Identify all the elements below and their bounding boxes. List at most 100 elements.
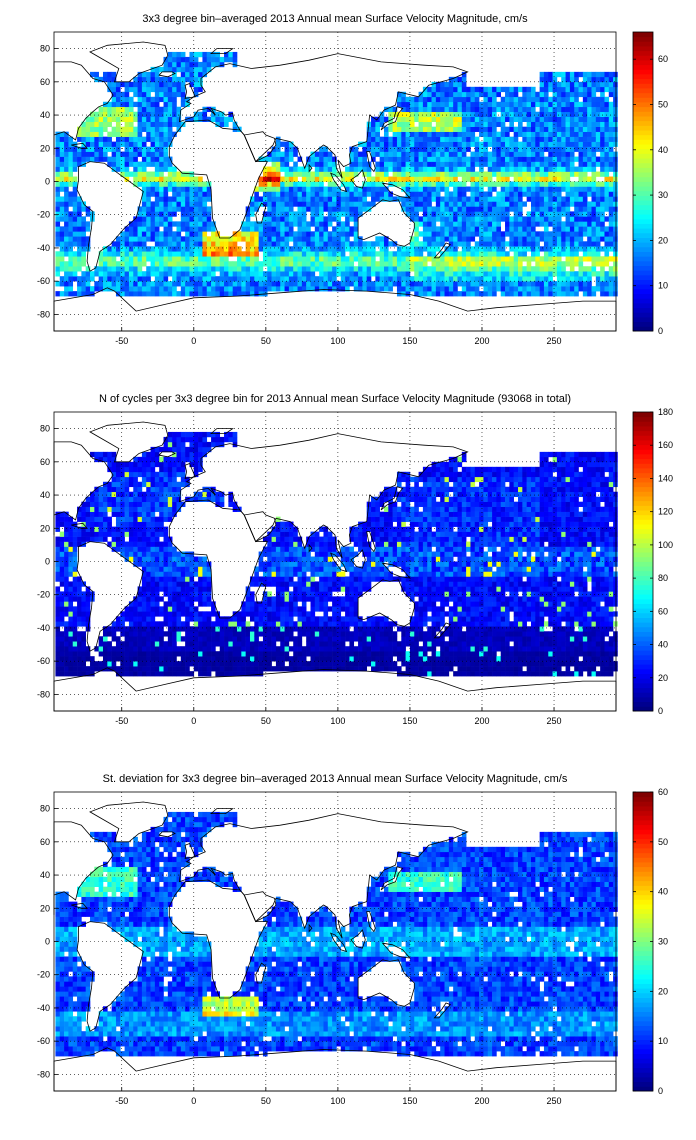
heatmap-cell (284, 146, 290, 152)
heatmap-cell (107, 161, 112, 167)
heatmap-cell (336, 196, 342, 202)
heatmap-cell (595, 216, 601, 222)
heatmap-cell (163, 151, 169, 157)
heatmap-cell (518, 271, 523, 277)
heatmap-cell (582, 166, 588, 172)
heatmap-cell (556, 106, 562, 113)
heatmap-cell (141, 596, 147, 602)
heatmap-cell (574, 156, 579, 162)
heatmap-cell (64, 176, 69, 182)
heatmap-cell (137, 481, 143, 488)
heatmap-cell (608, 276, 614, 282)
heatmap-cell (587, 191, 592, 197)
heatmap-cell (133, 516, 138, 522)
heatmap-cell (444, 86, 450, 93)
heatmap-cell (98, 156, 104, 162)
heatmap-cell (107, 111, 112, 118)
heatmap-cell (604, 276, 610, 282)
heatmap-cell (107, 501, 112, 507)
heatmap-cell (293, 221, 298, 227)
heatmap-cell (280, 156, 285, 162)
heatmap-cell (582, 156, 588, 162)
heatmap-cell (180, 176, 186, 182)
heatmap-cell (219, 61, 225, 68)
heatmap-cell (172, 291, 177, 297)
heatmap-cell (474, 211, 480, 217)
heatmap-cell (159, 81, 164, 88)
heatmap-cell (310, 271, 316, 277)
heatmap-cell (159, 281, 164, 287)
heatmap-cell (431, 116, 437, 122)
heatmap-cell (457, 221, 463, 227)
heatmap-cell (128, 141, 134, 147)
heatmap-cell (431, 246, 437, 252)
heatmap-cell (193, 206, 199, 212)
heatmap-cell (115, 101, 121, 108)
chart-panel-mean-speed: -50 0 50 100 150 200 250 -80 -60 -40 -20 0 20 40 60 80 3… (0, 0, 696, 380)
heatmap-cell (115, 91, 121, 98)
heatmap-cell (565, 146, 571, 152)
heatmap-cell (332, 216, 337, 222)
heatmap-cell (133, 241, 138, 247)
heatmap-cell (587, 231, 592, 237)
heatmap-cell (340, 201, 346, 207)
heatmap-cell (327, 251, 333, 257)
heatmap-cell (336, 281, 342, 287)
heatmap-cell (133, 546, 138, 552)
heatmap-cell (470, 256, 476, 262)
heatmap-cell (409, 241, 415, 247)
heatmap-cell (280, 226, 285, 232)
heatmap-cell (578, 161, 584, 167)
heatmap-cell (453, 191, 458, 197)
heatmap-cell (457, 181, 463, 187)
heatmap-cell (418, 131, 424, 137)
heatmap-cell (141, 126, 147, 132)
heatmap-cell (98, 636, 104, 642)
heatmap-cell (582, 121, 588, 127)
heatmap-cell (172, 281, 177, 287)
heatmap-cell (107, 281, 112, 287)
heatmap-cell (102, 156, 108, 162)
heatmap-cell (565, 196, 571, 202)
heatmap-cell (565, 136, 571, 142)
heatmap-cell (137, 226, 143, 232)
heatmap-cell (591, 221, 597, 227)
heatmap-cell (474, 136, 480, 142)
heatmap-cell (128, 506, 134, 512)
heatmap-cell (141, 526, 147, 532)
coastline-cuba (71, 142, 88, 149)
heatmap-cell (496, 136, 502, 142)
heatmap-cell (371, 201, 376, 207)
heatmap-cell (85, 156, 91, 162)
heatmap-cell (232, 56, 238, 63)
heatmap-cell (362, 141, 367, 147)
heatmap-cell (319, 186, 324, 192)
heatmap-cell (405, 286, 411, 292)
heatmap-cell (578, 106, 584, 113)
heatmap-cell (137, 466, 143, 473)
heatmap-cell (548, 271, 553, 277)
heatmap-cell (505, 126, 510, 132)
heatmap-cell (124, 231, 130, 237)
heatmap-cell (595, 71, 601, 78)
heatmap-cell (193, 186, 199, 192)
heatmap-cell (600, 236, 605, 242)
heatmap-cell (383, 261, 389, 267)
coastline-sri-lanka (308, 163, 313, 173)
heatmap-cell (98, 486, 104, 493)
heatmap-cell (59, 651, 65, 657)
heatmap-cell (176, 171, 182, 177)
heatmap-cell (107, 456, 112, 463)
heatmap-cell (595, 196, 601, 202)
heatmap-cell (64, 641, 69, 647)
heatmap-cell (435, 236, 441, 242)
heatmap-cell (409, 246, 415, 252)
heatmap-cell (487, 86, 493, 93)
heatmap-cell (453, 226, 458, 232)
heatmap-cell (565, 236, 571, 242)
heatmap-cell (124, 156, 130, 162)
heatmap-cell (180, 246, 186, 252)
heatmap-cell (137, 91, 143, 98)
heatmap-cell (591, 216, 597, 222)
heatmap-cell (189, 266, 195, 272)
